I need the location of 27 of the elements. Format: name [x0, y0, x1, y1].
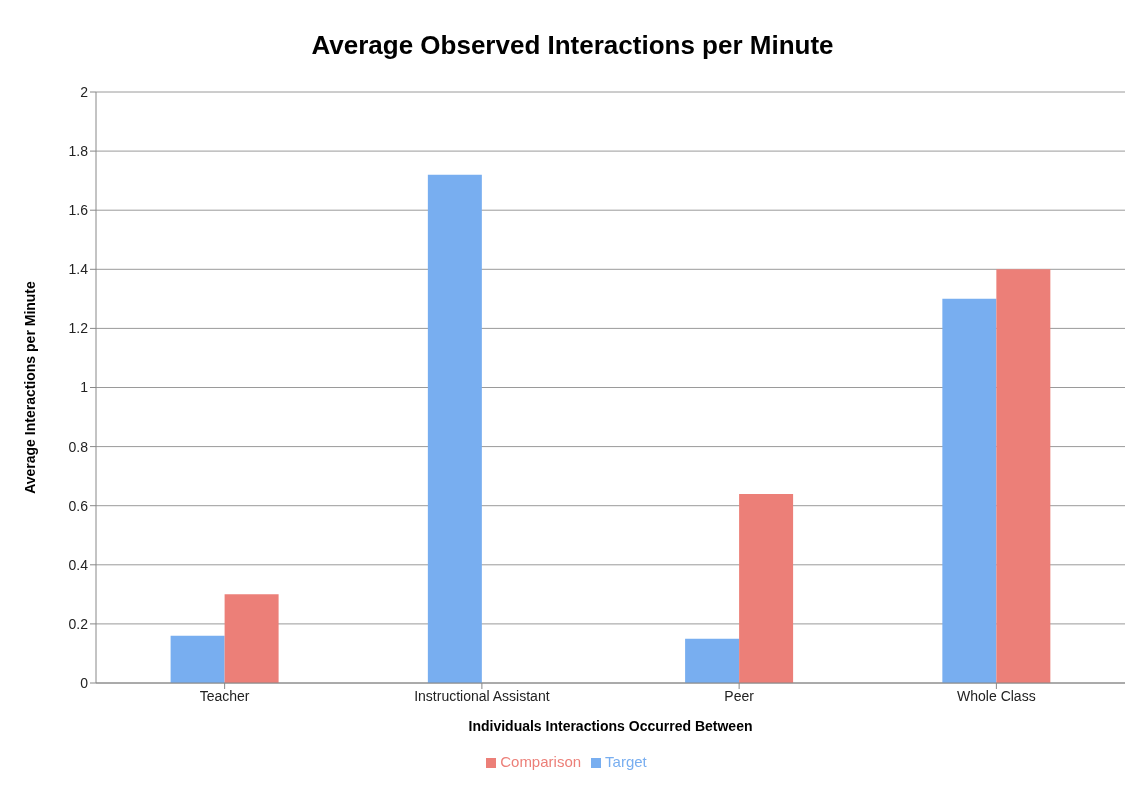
y-tick-label: 0.6: [68, 497, 89, 514]
y-tick-label: 1.2: [68, 320, 89, 337]
x-tick-label: Peer: [724, 687, 755, 704]
y-tick-label: 2: [80, 83, 89, 100]
x-tick-label: Teacher: [199, 687, 250, 704]
bar: [685, 638, 740, 683]
y-axis-title: Average Interactions per Minute: [21, 280, 38, 494]
bar: [427, 174, 482, 683]
chart-title: Average Observed Interactions per Minute: [310, 29, 835, 62]
x-tick-label: Whole Class: [957, 687, 1036, 704]
bar: [170, 635, 225, 683]
y-tick-label: 0: [80, 674, 89, 691]
bar: [996, 269, 1051, 683]
legend-label: Comparison: [500, 753, 582, 770]
bar: [224, 594, 279, 683]
y-tick-label: 1.8: [68, 143, 89, 160]
y-tick-label: 1.6: [68, 202, 89, 219]
y-tick-label: 1: [80, 379, 89, 396]
bar: [942, 298, 997, 683]
x-axis-title: Individuals Interactions Occurred Between: [468, 718, 753, 734]
y-tick-label: 0.4: [68, 556, 89, 573]
y-tick-label: 1.4: [68, 261, 89, 278]
y-tick-label: 0.2: [68, 615, 89, 632]
y-tick-label: 0.8: [68, 438, 89, 455]
bar: [739, 493, 794, 683]
x-tick-label: Instructional Assistant: [414, 687, 550, 704]
legend-label: Target: [605, 753, 647, 770]
